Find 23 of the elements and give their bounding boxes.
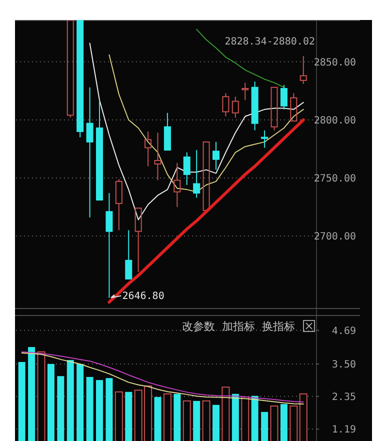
y-tick-label: 2.35 <box>332 392 356 403</box>
candlestick <box>174 162 181 208</box>
y-tick-label: 2800.00 <box>314 115 356 126</box>
y-tick-label: 2850.00 <box>314 57 356 68</box>
candlestick <box>212 141 220 170</box>
annotation: 2646.80 <box>122 290 164 302</box>
y-tick-label: 1.19 <box>332 424 356 436</box>
annotation: 加指标 <box>222 320 255 333</box>
line-series <box>108 118 305 304</box>
y-tick-label: 2700.00 <box>314 232 356 242</box>
annotation: 改参数 <box>182 320 215 333</box>
line-series <box>108 54 304 192</box>
annotation: 换指标 <box>262 320 295 333</box>
y-tick-label: 3.50 <box>332 359 356 370</box>
y-tick-label: 4.69 <box>332 326 356 337</box>
candlestick <box>251 81 258 131</box>
candlestick <box>154 132 162 181</box>
candlestick <box>261 130 268 148</box>
candlestick <box>86 86 94 218</box>
annotation: 2828.34-2880.02 <box>224 36 315 48</box>
candlestick <box>144 130 152 167</box>
candlestick <box>242 82 249 101</box>
y-tick-label: 2750.00 <box>314 173 356 184</box>
